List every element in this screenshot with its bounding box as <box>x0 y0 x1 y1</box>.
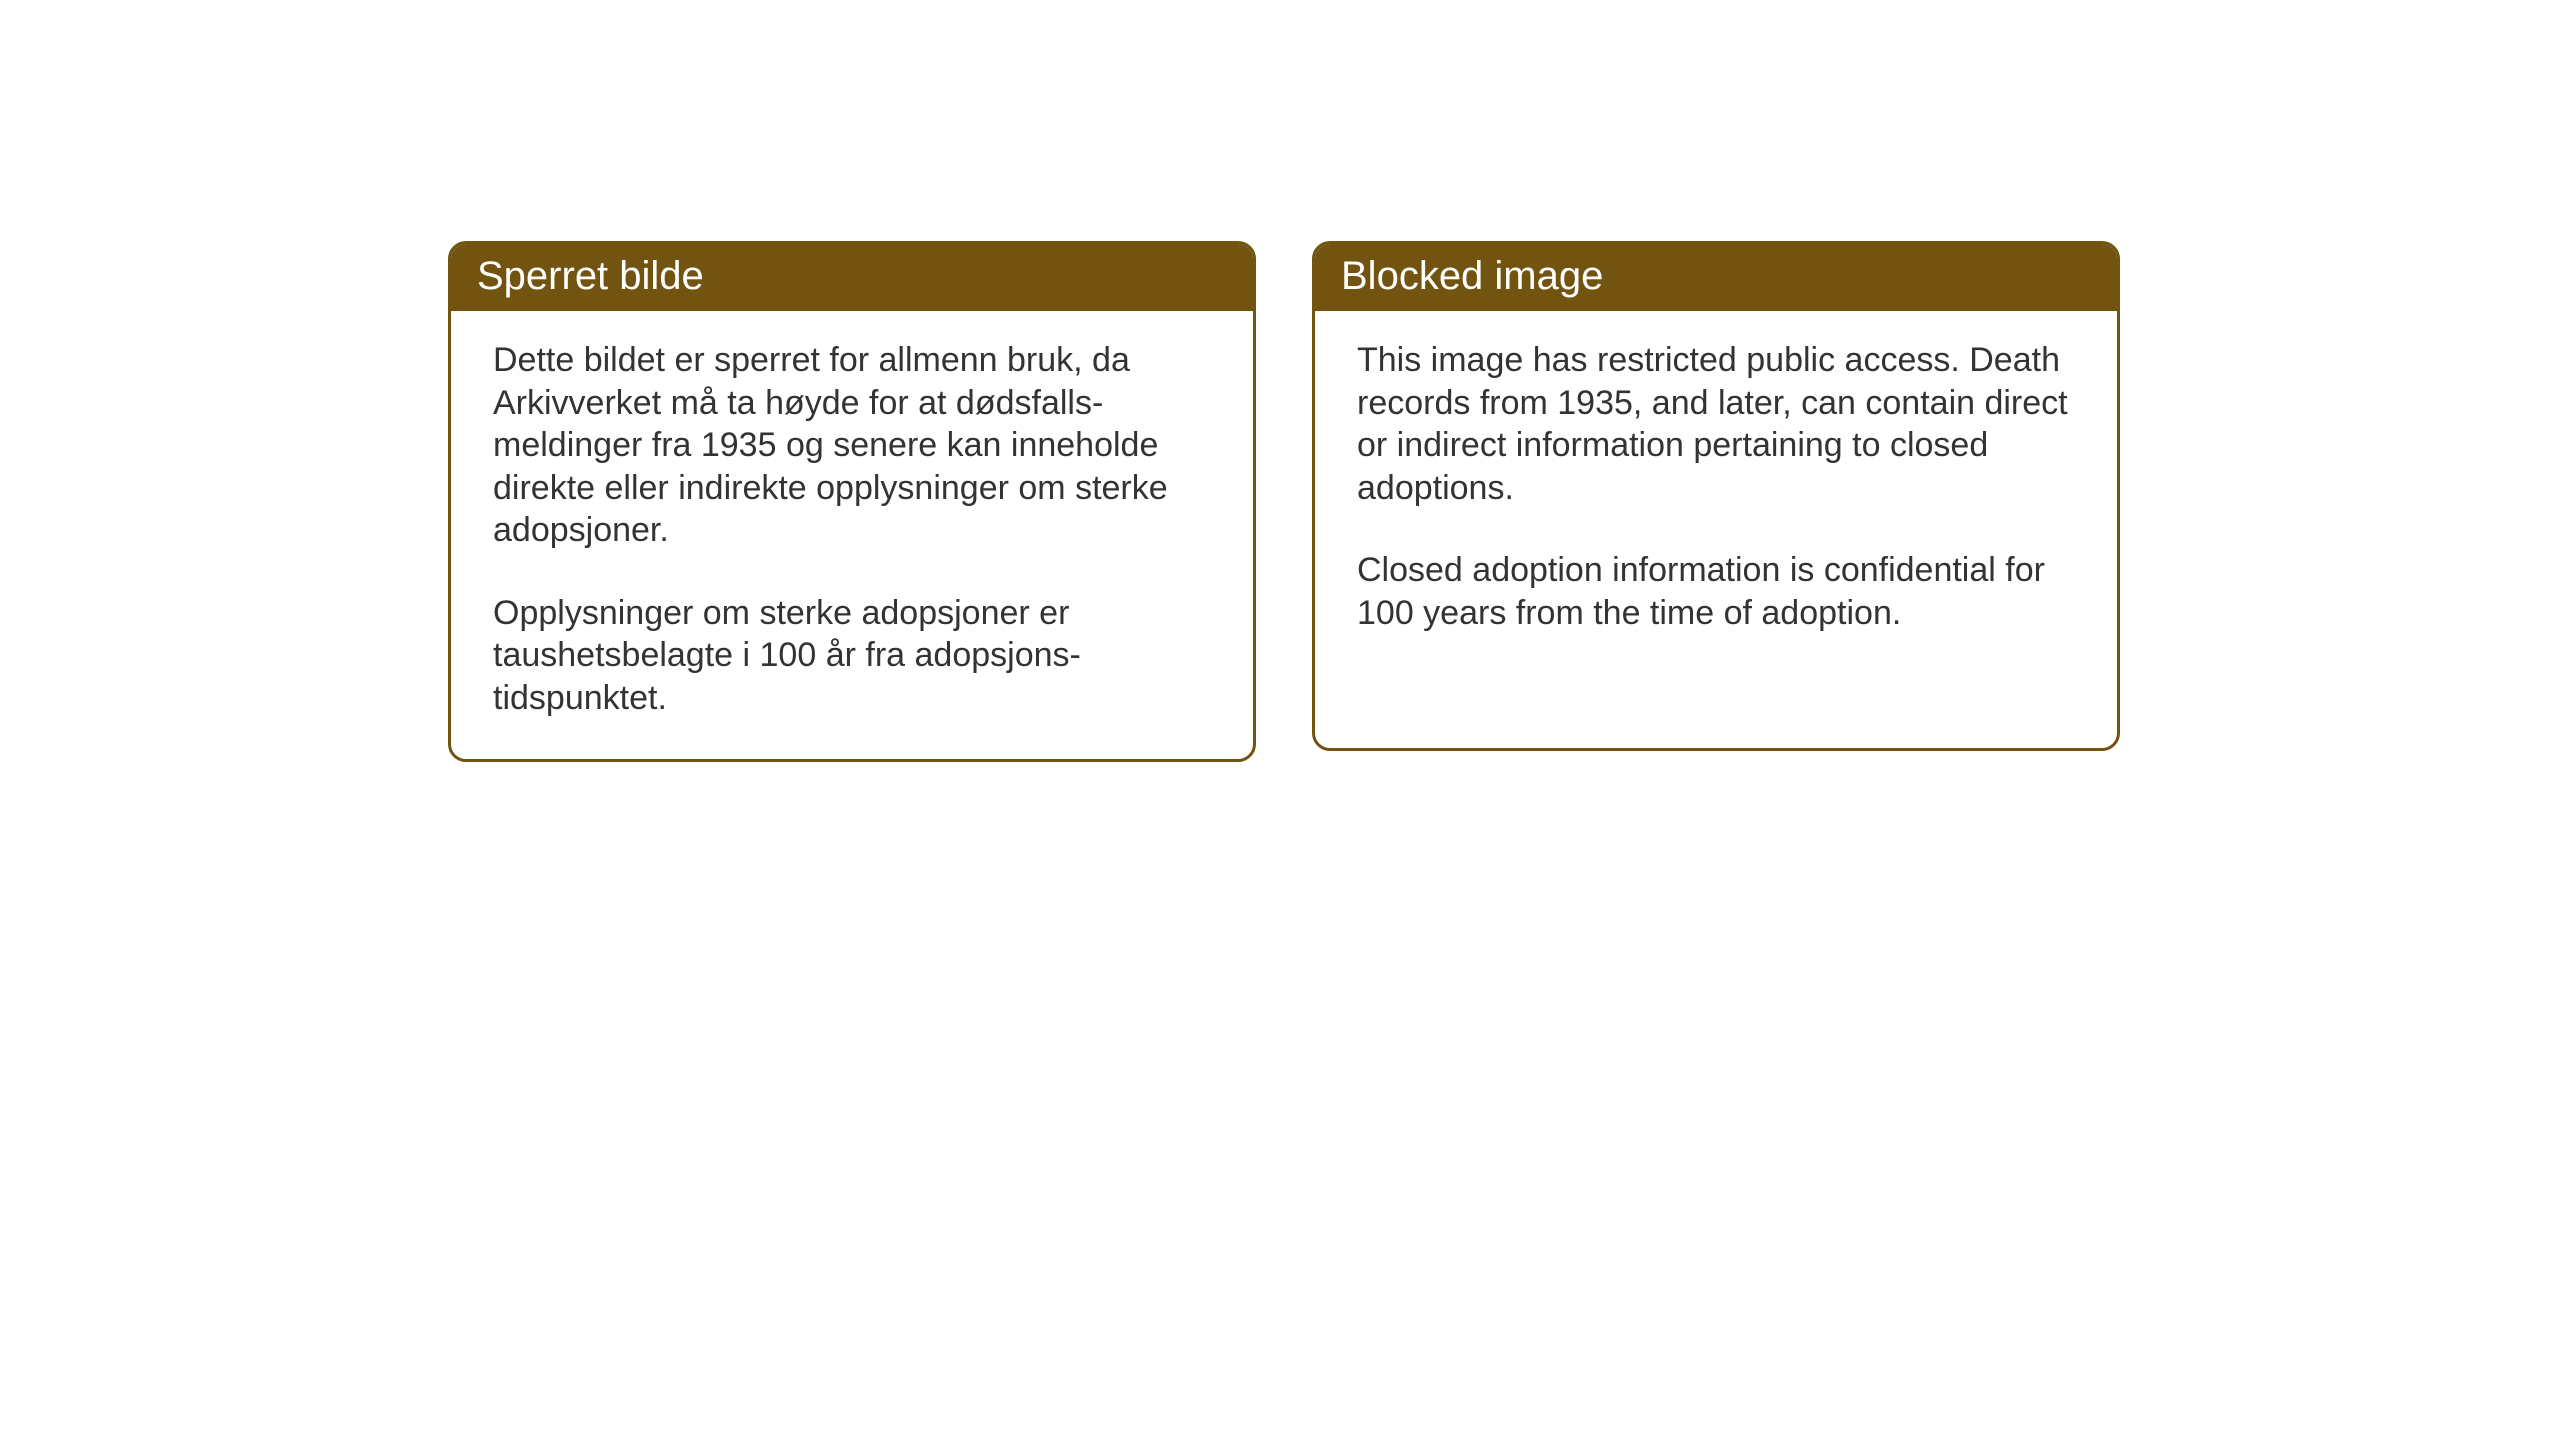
notice-paragraph-1-norwegian: Dette bildet er sperret for allmenn bruk… <box>493 339 1211 552</box>
notice-title-english: Blocked image <box>1341 254 1603 298</box>
notice-container: Sperret bilde Dette bildet er sperret fo… <box>448 241 2120 762</box>
notice-paragraph-1-english: This image has restricted public access.… <box>1357 339 2075 509</box>
notice-paragraph-2-english: Closed adoption information is confident… <box>1357 549 2075 634</box>
notice-body-norwegian: Dette bildet er sperret for allmenn bruk… <box>451 311 1253 759</box>
notice-title-norwegian: Sperret bilde <box>477 254 704 298</box>
notice-body-english: This image has restricted public access.… <box>1315 311 2117 674</box>
notice-header-norwegian: Sperret bilde <box>451 244 1253 311</box>
notice-card-english: Blocked image This image has restricted … <box>1312 241 2120 751</box>
notice-header-english: Blocked image <box>1315 244 2117 311</box>
notice-card-norwegian: Sperret bilde Dette bildet er sperret fo… <box>448 241 1256 762</box>
notice-paragraph-2-norwegian: Opplysninger om sterke adopsjoner er tau… <box>493 592 1211 720</box>
